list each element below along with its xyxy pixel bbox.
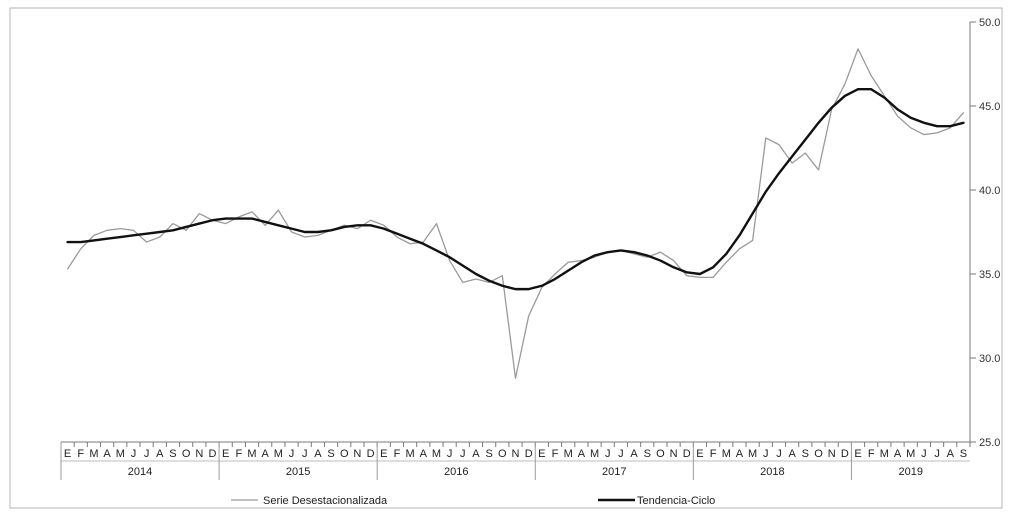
x-tick-label: O	[182, 448, 191, 460]
x-tick-label: A	[156, 448, 164, 460]
x-tick-label: F	[868, 448, 875, 460]
x-tick-label: E	[380, 448, 387, 460]
x-tick-label: J	[302, 448, 308, 460]
x-tick-label: M	[590, 448, 599, 460]
x-tick-label: M	[406, 448, 415, 460]
series-line-tendencia	[66, 87, 965, 291]
legend-label: Tendencia-Ciclo	[637, 495, 715, 507]
x-tick-label: M	[906, 448, 915, 460]
x-tick-label: M	[432, 448, 441, 460]
x-tick-label: N	[670, 448, 678, 460]
x-tick-label: J	[131, 448, 137, 460]
x-tick-label: M	[247, 448, 256, 460]
x-tick-label: E	[64, 448, 71, 460]
x-tick-label: N	[512, 448, 520, 460]
x-tick-label: O	[656, 448, 665, 460]
x-tick-label: S	[802, 448, 809, 460]
year-label: 2018	[760, 466, 784, 478]
x-tick-label: J	[447, 448, 453, 460]
x-tick-label: D	[525, 448, 533, 460]
series-line-desestacionalizada	[66, 48, 965, 379]
year-label: 2014	[128, 466, 152, 478]
chart-frame	[9, 7, 1003, 509]
x-tick-label: M	[880, 448, 889, 460]
x-tick-label: S	[644, 448, 651, 460]
x-tick-label: A	[894, 448, 902, 460]
x-tick-label: A	[314, 448, 322, 460]
x-tick-label: A	[947, 448, 955, 460]
x-tick-label: O	[498, 448, 507, 460]
x-tick-label: M	[564, 448, 573, 460]
x-tick-label: J	[763, 448, 769, 460]
x-tick-label: E	[854, 448, 861, 460]
x-tick-label: O	[340, 448, 349, 460]
x-tick-label: M	[116, 448, 125, 460]
x-tick-label: A	[630, 448, 638, 460]
y-tick-label: 30.0	[979, 353, 1000, 365]
x-tick-label: D	[841, 448, 849, 460]
x-tick-label: A	[788, 448, 796, 460]
x-tick-label: S	[169, 448, 176, 460]
x-tick-label: A	[736, 448, 744, 460]
y-tick-label: 50.0	[979, 17, 1000, 29]
x-tick-label: E	[696, 448, 703, 460]
x-tick-label: F	[77, 448, 84, 460]
x-tick-label: D	[209, 448, 217, 460]
x-tick-label: E	[222, 448, 229, 460]
x-tick-label: A	[262, 448, 270, 460]
x-tick-label: J	[605, 448, 611, 460]
x-tick-label: F	[235, 448, 242, 460]
y-tick-label: 45.0	[979, 101, 1000, 113]
year-label: 2015	[286, 466, 310, 478]
x-tick-label: J	[921, 448, 927, 460]
x-tick-label: J	[144, 448, 150, 460]
x-tick-label: A	[420, 448, 428, 460]
x-tick-label: J	[618, 448, 624, 460]
x-tick-label: N	[353, 448, 361, 460]
x-tick-label: S	[327, 448, 334, 460]
x-tick-label: D	[683, 448, 691, 460]
x-tick-label: M	[274, 448, 283, 460]
legend-label: Serie Desestacionalizada	[263, 495, 388, 507]
x-tick-label: N	[195, 448, 203, 460]
x-tick-label: S	[485, 448, 492, 460]
x-tick-label: E	[538, 448, 545, 460]
x-tick-label: M	[748, 448, 757, 460]
year-label: 2016	[444, 466, 468, 478]
x-tick-label: D	[367, 448, 375, 460]
x-tick-label: A	[103, 448, 111, 460]
x-tick-label: M	[722, 448, 731, 460]
x-tick-label: S	[960, 448, 967, 460]
x-tick-label: N	[828, 448, 836, 460]
year-label: 2019	[898, 466, 922, 478]
year-label: 2017	[602, 466, 626, 478]
y-tick-label: 40.0	[979, 185, 1000, 197]
x-tick-label: J	[460, 448, 466, 460]
x-tick-label: J	[776, 448, 782, 460]
x-tick-label: A	[472, 448, 480, 460]
y-tick-label: 35.0	[979, 269, 1000, 281]
x-tick-label: F	[394, 448, 401, 460]
x-tick-label: J	[289, 448, 295, 460]
x-tick-label: F	[552, 448, 559, 460]
x-tick-label: O	[814, 448, 823, 460]
x-tick-label: A	[578, 448, 586, 460]
x-tick-label: F	[710, 448, 717, 460]
y-tick-label: 25.0	[979, 437, 1000, 449]
x-tick-label: J	[934, 448, 940, 460]
x-tick-label: M	[89, 448, 98, 460]
